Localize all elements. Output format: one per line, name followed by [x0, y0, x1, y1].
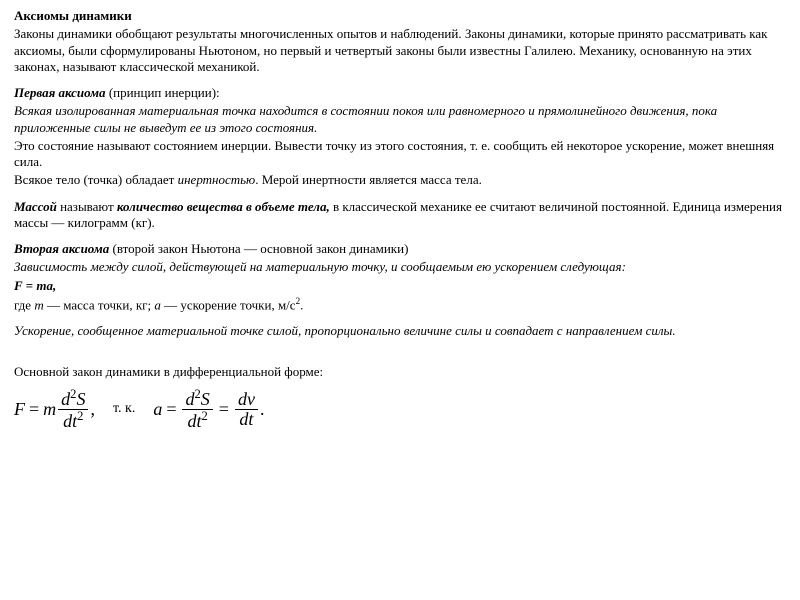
var-m: m	[34, 297, 43, 312]
axiom1-heading-rest: (принцип инерции):	[106, 85, 220, 100]
axiom2-heading-bold: Вторая аксиома	[14, 241, 109, 256]
comma: ,	[90, 398, 95, 421]
text: .	[300, 297, 303, 312]
axiom1-inertness: Всякое тело (точка) обладает инертностью…	[14, 172, 786, 188]
axiom1-heading-bold: Первая аксиома	[14, 85, 106, 100]
mass-paragraph: Массой называют количество вещества в об…	[14, 199, 786, 232]
frac-num: dv	[235, 390, 258, 410]
text: Всякое тело (точка) обладает	[14, 172, 178, 187]
text: . Мерой инертности является масса тела.	[255, 172, 482, 187]
axiom1-heading: Первая аксиома (принцип инерции):	[14, 85, 786, 101]
axiom2-heading-rest: (второй закон Ньютона — основной закон д…	[109, 241, 408, 256]
axiom2-conclusion: Ускорение, сообщенное материальной точке…	[14, 323, 786, 339]
frac-den: dt	[236, 410, 256, 429]
frac-den: dt2	[184, 410, 210, 431]
document-page: Аксиомы динамики Законы динамики обобщаю…	[0, 0, 800, 431]
frac-dv-dt: dv dt	[235, 390, 258, 429]
op-eq: =	[162, 398, 180, 421]
sym-F: F	[14, 398, 25, 421]
axiom2-formula: F = ma,	[14, 278, 786, 294]
axiom1-statement: Всякая изолированная материальная точка …	[14, 103, 786, 136]
axiom2-statement: Зависимость между силой, действующей на …	[14, 259, 786, 275]
axiom1-explain: Это состояние называют состоянием инерци…	[14, 138, 786, 171]
frac-num: d2S	[58, 388, 88, 410]
frac-num: d2S	[182, 388, 212, 410]
formula-left: F = m d2S dt2 ,	[14, 388, 95, 431]
mass-def-bold: количество вещества в объеме тела,	[117, 199, 330, 214]
frac-d2s-dt2-b: d2S dt2	[182, 388, 212, 431]
axiom2-heading: Вторая аксиома (второй закон Ньютона — о…	[14, 241, 786, 257]
diff-form-title: Основной закон динамики в дифференциальн…	[14, 364, 786, 380]
sym-a: a	[153, 398, 162, 421]
tk-label: т. к.	[111, 400, 137, 418]
formula-right: a = d2S dt2 = dv dt .	[153, 388, 264, 431]
text: — ускорение точки, м/с	[161, 297, 296, 312]
op-eq: =	[215, 398, 233, 421]
op-eq: =	[25, 398, 43, 421]
inertness-italic: инертностью	[178, 172, 256, 187]
text: — масса точки, кг;	[44, 297, 155, 312]
text: называют	[57, 199, 117, 214]
mass-bold: Массой	[14, 199, 57, 214]
text: где	[14, 297, 34, 312]
dot: .	[260, 398, 265, 421]
frac-d2s-dt2: d2S dt2	[58, 388, 88, 431]
intro-paragraph: Законы динамики обобщают результаты мног…	[14, 26, 786, 75]
sym-m: m	[43, 398, 56, 421]
title: Аксиомы динамики	[14, 8, 786, 24]
frac-den: dt2	[60, 410, 86, 431]
axiom2-where: где m — масса точки, кг; a — ускорение т…	[14, 296, 786, 314]
differential-formula: F = m d2S dt2 , т. к. a = d2S dt2 = dv d…	[14, 388, 786, 431]
